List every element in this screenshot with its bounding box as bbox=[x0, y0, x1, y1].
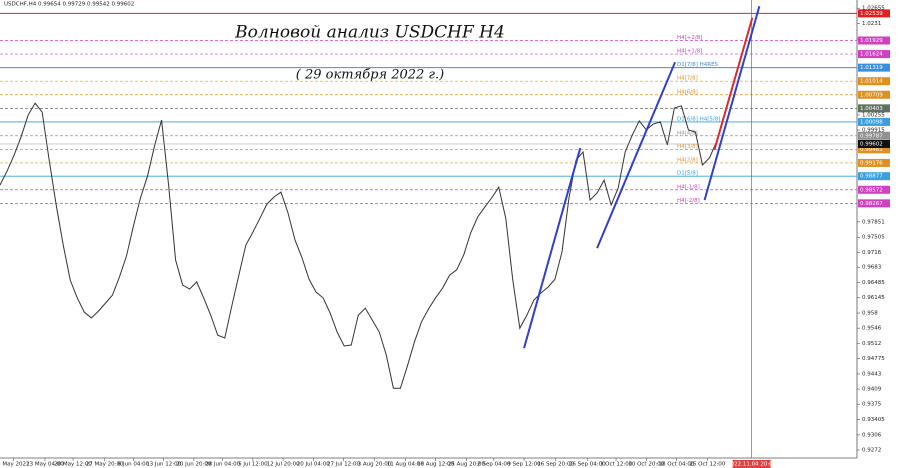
level-price-box bbox=[858, 131, 890, 140]
x-tick-label: 25 Aug 20:00 bbox=[448, 462, 486, 468]
y-tick-label: 0.9716 bbox=[862, 250, 882, 256]
level-price-label: 1.01319 bbox=[860, 65, 883, 71]
level-label: D1[5/8] bbox=[677, 171, 698, 177]
level-price-label: 1.00403 bbox=[860, 106, 883, 112]
level-price-box bbox=[858, 63, 890, 72]
level-price-label: 1.01014 bbox=[860, 79, 883, 85]
level-label: H4[4/8] bbox=[677, 130, 698, 136]
x-tick-label: 5 Jul 12:00 bbox=[238, 462, 268, 468]
level-label: H4[-2/8] bbox=[677, 198, 700, 204]
level-price-box bbox=[858, 199, 890, 208]
price-line bbox=[0, 102, 717, 389]
marker-box bbox=[732, 460, 771, 468]
marker-label: 2022.11.04 20:00 bbox=[727, 462, 777, 468]
level-label: D1[7/8] H4RES bbox=[677, 62, 719, 68]
level-label: H4[+1/8] bbox=[677, 49, 702, 55]
level-price-box bbox=[858, 9, 890, 18]
header: USDCHF,H4 0.99654 0.99729 0.99542 0.9960… bbox=[4, 2, 134, 8]
y-tick-label: 0.97505 bbox=[862, 235, 885, 241]
x-tick-label: 16 Sep 20:00 bbox=[537, 462, 574, 468]
level-label: H4[7/8] bbox=[677, 76, 698, 82]
level-price-box bbox=[858, 158, 890, 167]
level-price-label: 0.99787 bbox=[860, 133, 883, 139]
level-price-box bbox=[858, 185, 890, 194]
trend-line bbox=[596, 61, 676, 249]
level-price-box bbox=[858, 172, 890, 181]
level-price-box bbox=[858, 77, 890, 86]
x-tick-label: 3 Aug 20:00 bbox=[358, 462, 392, 468]
x-tick-label: 9 Sep 12:00 bbox=[507, 462, 541, 468]
level-price-box bbox=[858, 36, 890, 45]
y-tick-label: 0.96145 bbox=[862, 295, 885, 301]
y-tick-label: 0.958 bbox=[862, 311, 878, 317]
y-tick-label: 0.94775 bbox=[862, 356, 885, 362]
level-label: H4[3/8] bbox=[677, 144, 698, 150]
level-price-label: 1.00709 bbox=[860, 92, 883, 98]
y-tick-label: 0.9683 bbox=[862, 265, 882, 271]
x-tick-label: 12 Jul 20:00 bbox=[267, 462, 300, 468]
x-tick-label: 20 May 12:00 bbox=[54, 462, 92, 468]
y-tick-label: 0.9272 bbox=[862, 447, 881, 453]
level-price-label: 0.98877 bbox=[860, 174, 883, 180]
level-label: D1[6/8] H4[5/8] bbox=[677, 116, 720, 122]
x-tick-label: 2 Sep 04:00 bbox=[477, 462, 511, 468]
x-tick-label: 20 Jul 04:00 bbox=[297, 462, 330, 468]
current-price-label: 0.99602 bbox=[860, 141, 883, 147]
level-label: H4[-1/8] bbox=[677, 184, 700, 190]
y-tick-label: 0.97851 bbox=[862, 219, 885, 225]
level-price-label: 0.99176 bbox=[860, 160, 883, 166]
y-tick-label: 0.96485 bbox=[862, 280, 885, 286]
level-label: H4[+2/8] bbox=[677, 35, 702, 41]
level-price-label: 1.01929 bbox=[860, 38, 883, 44]
level-price-box bbox=[858, 90, 890, 99]
trend-line bbox=[523, 147, 582, 349]
current-price-box bbox=[858, 139, 890, 148]
level-price-box bbox=[858, 145, 890, 154]
level-price-label: 0.98267 bbox=[860, 201, 883, 207]
level-price-box bbox=[858, 104, 890, 113]
y-tick-label: 0.9512 bbox=[862, 341, 881, 347]
x-tick-label: 5 May 2022 bbox=[0, 462, 30, 468]
y-tick-label: 1.00255 bbox=[862, 112, 885, 118]
x-tick-label: 13 Jun 12:00 bbox=[146, 462, 181, 468]
chart-title: Волновой анализ USDCHF H4 bbox=[234, 23, 505, 43]
x-tick-label: 18 Oct 04:00 bbox=[659, 462, 695, 468]
level-price-box bbox=[858, 117, 890, 126]
level-price-label: 1.01624 bbox=[860, 52, 883, 58]
trend-line bbox=[703, 5, 761, 201]
trend-line bbox=[713, 17, 754, 151]
level-label: H4[2/8] bbox=[677, 157, 698, 163]
level-price-label: 0.98572 bbox=[860, 187, 883, 193]
x-tick-label: 10 Oct 20:00 bbox=[628, 462, 664, 468]
level-price-label: 1.02539 bbox=[860, 11, 883, 17]
x-tick-label: 27 May 20:00 bbox=[86, 462, 124, 468]
y-tick-label: 0.9375 bbox=[862, 402, 882, 408]
x-tick-label: 27 Jul 12:00 bbox=[327, 462, 360, 468]
y-tick-label: 0.99915 bbox=[862, 128, 885, 134]
level-price-label: 0.99481 bbox=[860, 147, 883, 153]
y-tick-label: 1.02655 bbox=[862, 6, 885, 12]
y-tick-label: 0.93405 bbox=[862, 417, 885, 423]
y-tick-label: 1.0231 bbox=[862, 21, 881, 27]
x-tick-label: 25 Oct 12:00 bbox=[689, 462, 725, 468]
x-tick-label: 26 Sep 04:00 bbox=[569, 462, 606, 468]
x-tick-label: 3 Oct 12:00 bbox=[600, 462, 633, 468]
x-tick-label: 28 Jun 04:00 bbox=[205, 462, 240, 468]
level-label: H4[6/8] bbox=[677, 89, 698, 95]
x-tick-label: 18 Aug 12:00 bbox=[417, 462, 455, 468]
y-tick-label: 0.9306 bbox=[862, 432, 882, 438]
level-price-box bbox=[858, 50, 890, 59]
y-tick-label: 0.9546 bbox=[862, 326, 882, 332]
x-tick-label: 13 May 04:00 bbox=[26, 462, 64, 468]
y-tick-label: 0.9409 bbox=[862, 387, 882, 393]
y-tick-label: 0.9443 bbox=[862, 371, 882, 377]
x-tick-label: 6 Jun 04:00 bbox=[118, 462, 150, 468]
x-tick-label: 20 Jun 20:00 bbox=[176, 462, 211, 468]
x-tick-label: 11 Aug 04:00 bbox=[387, 462, 425, 468]
chart-subtitle: ( 29 октября 2022 г.) bbox=[296, 68, 444, 83]
level-price-label: 1.00098 bbox=[860, 119, 883, 125]
